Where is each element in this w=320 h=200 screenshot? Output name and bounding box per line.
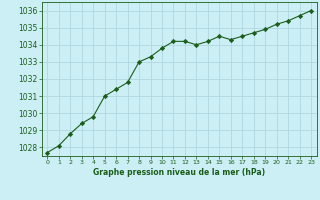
X-axis label: Graphe pression niveau de la mer (hPa): Graphe pression niveau de la mer (hPa) xyxy=(93,168,265,177)
